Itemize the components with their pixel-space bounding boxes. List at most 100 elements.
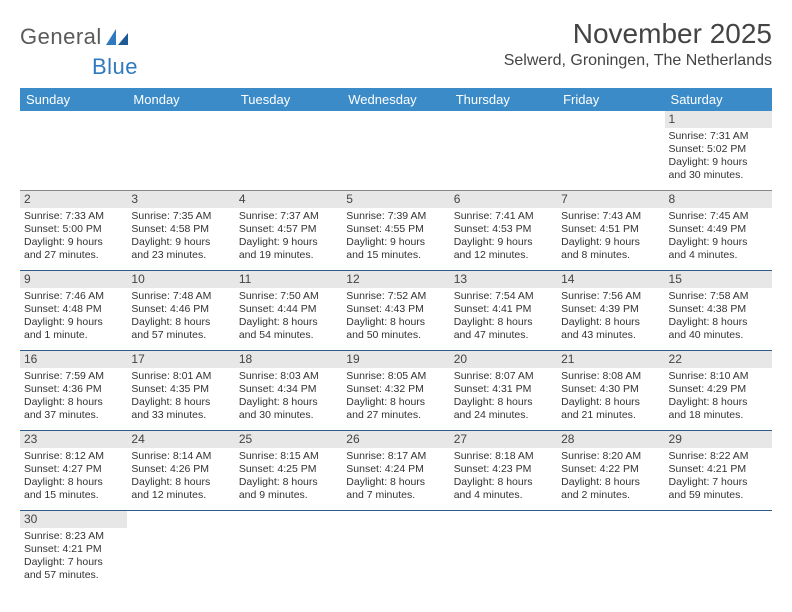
sunrise-text: Sunrise: 7:41 AM <box>454 210 553 223</box>
sunrise-text: Sunrise: 8:03 AM <box>239 370 338 383</box>
day-number: 27 <box>450 431 557 448</box>
day-details: Sunrise: 8:15 AMSunset: 4:25 PMDaylight:… <box>235 448 342 510</box>
weekday-header: Thursday <box>450 88 557 111</box>
day-number: 7 <box>557 191 664 208</box>
day-number: 29 <box>665 431 772 448</box>
calendar-day-cell <box>127 511 234 591</box>
sunset-text: Sunset: 4:48 PM <box>24 303 123 316</box>
daylight-text-2: and 47 minutes. <box>454 329 553 342</box>
calendar-week-row: 2Sunrise: 7:33 AMSunset: 5:00 PMDaylight… <box>20 191 772 271</box>
sunset-text: Sunset: 4:35 PM <box>131 383 230 396</box>
day-details: Sunrise: 7:50 AMSunset: 4:44 PMDaylight:… <box>235 288 342 350</box>
daylight-text-2: and 40 minutes. <box>669 329 768 342</box>
sunrise-text: Sunrise: 7:46 AM <box>24 290 123 303</box>
daylight-text-2: and 9 minutes. <box>239 489 338 502</box>
day-number: 2 <box>20 191 127 208</box>
sail-icon <box>104 27 130 47</box>
daylight-text-2: and 2 minutes. <box>561 489 660 502</box>
sunrise-text: Sunrise: 8:15 AM <box>239 450 338 463</box>
calendar-week-row: 16Sunrise: 7:59 AMSunset: 4:36 PMDayligh… <box>20 351 772 431</box>
sunrise-text: Sunrise: 7:31 AM <box>669 130 768 143</box>
day-number: 13 <box>450 271 557 288</box>
daylight-text-1: Daylight: 8 hours <box>131 476 230 489</box>
daylight-text-2: and 57 minutes. <box>131 329 230 342</box>
day-details: Sunrise: 8:10 AMSunset: 4:29 PMDaylight:… <box>665 368 772 430</box>
sunset-text: Sunset: 5:02 PM <box>669 143 768 156</box>
calendar-day-cell <box>557 511 664 591</box>
day-details: Sunrise: 7:31 AMSunset: 5:02 PMDaylight:… <box>665 128 772 190</box>
calendar-day-cell <box>557 111 664 191</box>
sunset-text: Sunset: 4:43 PM <box>346 303 445 316</box>
day-details: Sunrise: 7:35 AMSunset: 4:58 PMDaylight:… <box>127 208 234 270</box>
sunrise-text: Sunrise: 8:18 AM <box>454 450 553 463</box>
day-details: Sunrise: 7:37 AMSunset: 4:57 PMDaylight:… <box>235 208 342 270</box>
daylight-text-1: Daylight: 8 hours <box>239 476 338 489</box>
day-details: Sunrise: 7:41 AMSunset: 4:53 PMDaylight:… <box>450 208 557 270</box>
sunrise-text: Sunrise: 8:01 AM <box>131 370 230 383</box>
day-number: 14 <box>557 271 664 288</box>
daylight-text-2: and 27 minutes. <box>24 249 123 262</box>
daylight-text-2: and 27 minutes. <box>346 409 445 422</box>
calendar-day-cell <box>235 111 342 191</box>
calendar-day-cell <box>450 511 557 591</box>
sunrise-text: Sunrise: 8:08 AM <box>561 370 660 383</box>
brand-logo: General Blue <box>20 24 130 50</box>
sunrise-text: Sunrise: 7:58 AM <box>669 290 768 303</box>
sunset-text: Sunset: 4:58 PM <box>131 223 230 236</box>
brand-part2-text: Blue <box>92 54 138 79</box>
daylight-text-1: Daylight: 8 hours <box>239 316 338 329</box>
daylight-text-2: and 21 minutes. <box>561 409 660 422</box>
day-number: 4 <box>235 191 342 208</box>
sunset-text: Sunset: 4:32 PM <box>346 383 445 396</box>
day-details: Sunrise: 7:58 AMSunset: 4:38 PMDaylight:… <box>665 288 772 350</box>
calendar-day-cell: 11Sunrise: 7:50 AMSunset: 4:44 PMDayligh… <box>235 271 342 351</box>
calendar-day-cell <box>342 111 449 191</box>
calendar-day-cell <box>342 511 449 591</box>
day-details: Sunrise: 8:23 AMSunset: 4:21 PMDaylight:… <box>20 528 127 590</box>
weekday-header: Saturday <box>665 88 772 111</box>
calendar-day-cell: 14Sunrise: 7:56 AMSunset: 4:39 PMDayligh… <box>557 271 664 351</box>
daylight-text-2: and 30 minutes. <box>239 409 338 422</box>
daylight-text-2: and 57 minutes. <box>24 569 123 582</box>
daylight-text-2: and 19 minutes. <box>239 249 338 262</box>
calendar-day-cell: 1Sunrise: 7:31 AMSunset: 5:02 PMDaylight… <box>665 111 772 191</box>
day-details: Sunrise: 7:46 AMSunset: 4:48 PMDaylight:… <box>20 288 127 350</box>
day-details: Sunrise: 7:52 AMSunset: 4:43 PMDaylight:… <box>342 288 449 350</box>
sunset-text: Sunset: 4:38 PM <box>669 303 768 316</box>
daylight-text-1: Daylight: 9 hours <box>669 156 768 169</box>
day-number: 19 <box>342 351 449 368</box>
calendar-day-cell: 17Sunrise: 8:01 AMSunset: 4:35 PMDayligh… <box>127 351 234 431</box>
sunset-text: Sunset: 4:46 PM <box>131 303 230 316</box>
calendar-day-cell: 18Sunrise: 8:03 AMSunset: 4:34 PMDayligh… <box>235 351 342 431</box>
sunrise-text: Sunrise: 7:59 AM <box>24 370 123 383</box>
day-details: Sunrise: 8:18 AMSunset: 4:23 PMDaylight:… <box>450 448 557 510</box>
calendar-day-cell: 10Sunrise: 7:48 AMSunset: 4:46 PMDayligh… <box>127 271 234 351</box>
calendar-day-cell: 27Sunrise: 8:18 AMSunset: 4:23 PMDayligh… <box>450 431 557 511</box>
sunset-text: Sunset: 4:21 PM <box>669 463 768 476</box>
sunset-text: Sunset: 4:44 PM <box>239 303 338 316</box>
day-number: 22 <box>665 351 772 368</box>
sunrise-text: Sunrise: 7:52 AM <box>346 290 445 303</box>
day-number: 21 <box>557 351 664 368</box>
daylight-text-2: and 30 minutes. <box>669 169 768 182</box>
calendar-week-row: 30Sunrise: 8:23 AMSunset: 4:21 PMDayligh… <box>20 511 772 591</box>
daylight-text-2: and 33 minutes. <box>131 409 230 422</box>
sunset-text: Sunset: 4:24 PM <box>346 463 445 476</box>
daylight-text-1: Daylight: 9 hours <box>24 236 123 249</box>
sunrise-text: Sunrise: 7:35 AM <box>131 210 230 223</box>
daylight-text-1: Daylight: 8 hours <box>131 396 230 409</box>
daylight-text-1: Daylight: 8 hours <box>561 316 660 329</box>
sunset-text: Sunset: 4:27 PM <box>24 463 123 476</box>
daylight-text-1: Daylight: 8 hours <box>346 396 445 409</box>
sunrise-text: Sunrise: 7:33 AM <box>24 210 123 223</box>
calendar-day-cell: 2Sunrise: 7:33 AMSunset: 5:00 PMDaylight… <box>20 191 127 271</box>
sunrise-text: Sunrise: 7:48 AM <box>131 290 230 303</box>
daylight-text-2: and 8 minutes. <box>561 249 660 262</box>
title-block: November 2025 Selwerd, Groningen, The Ne… <box>504 18 772 70</box>
weekday-header: Monday <box>127 88 234 111</box>
day-details: Sunrise: 8:22 AMSunset: 4:21 PMDaylight:… <box>665 448 772 510</box>
calendar-table: SundayMondayTuesdayWednesdayThursdayFrid… <box>20 88 772 590</box>
day-details: Sunrise: 8:05 AMSunset: 4:32 PMDaylight:… <box>342 368 449 430</box>
daylight-text-1: Daylight: 8 hours <box>346 316 445 329</box>
sunrise-text: Sunrise: 7:39 AM <box>346 210 445 223</box>
